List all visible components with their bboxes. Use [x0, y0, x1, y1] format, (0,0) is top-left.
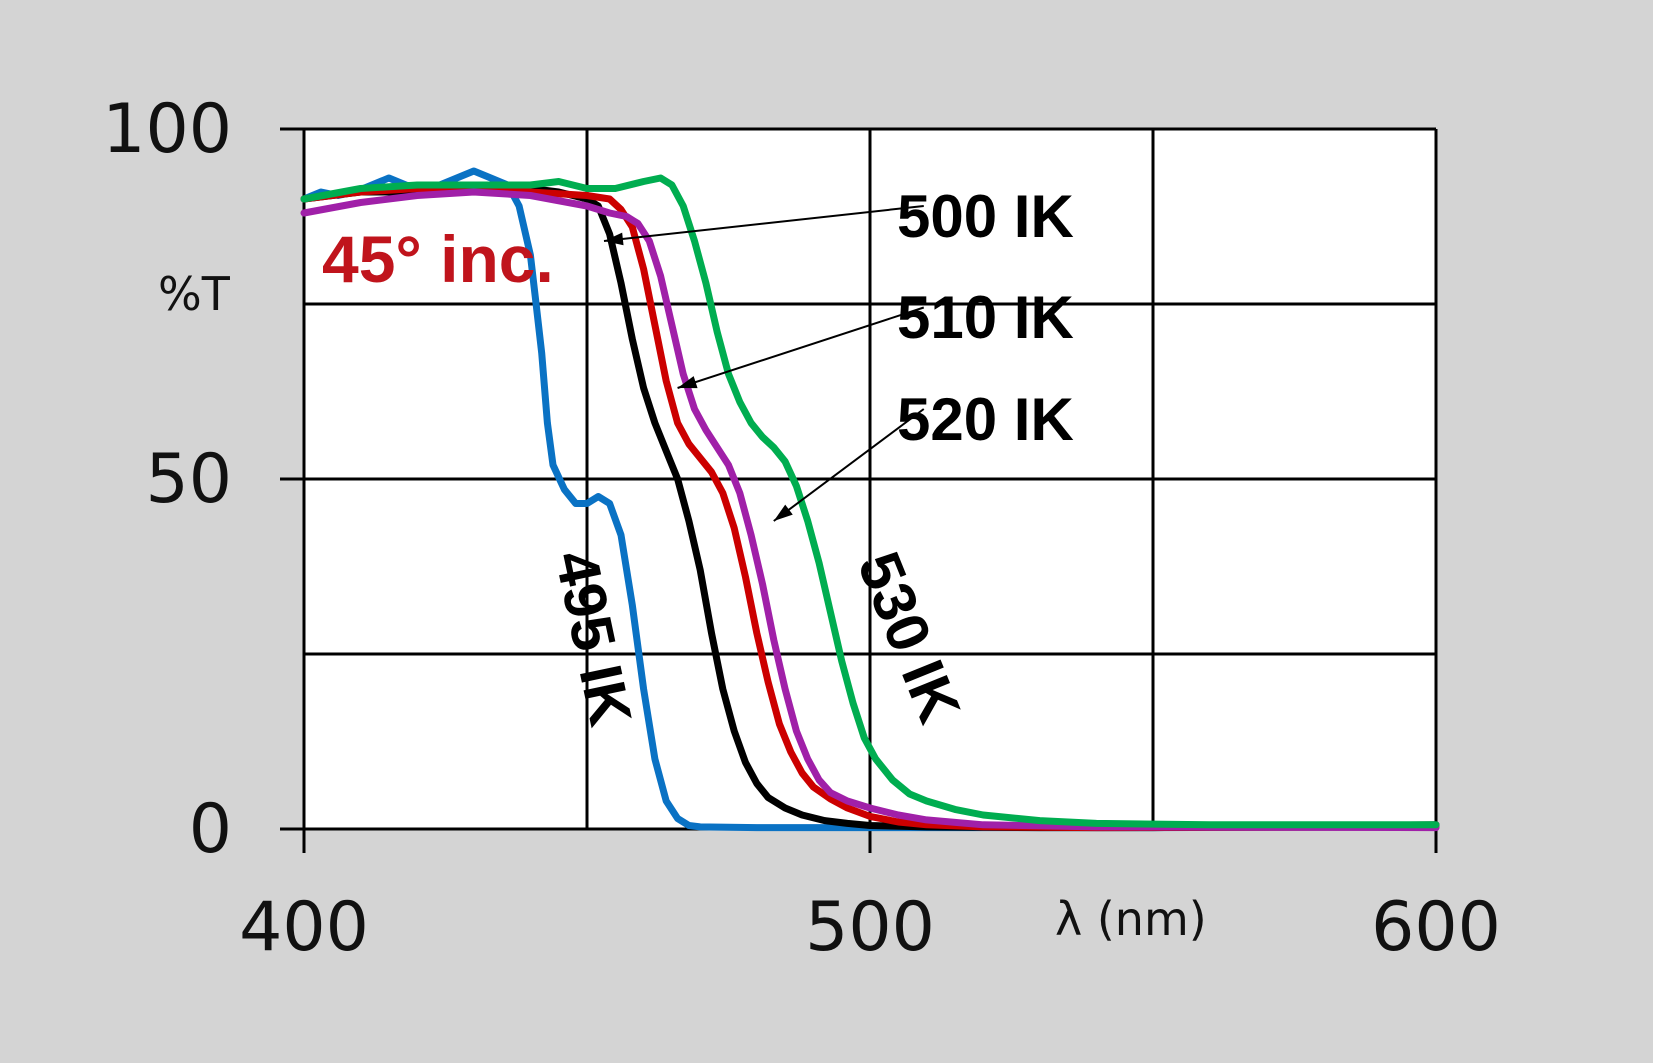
x-tick-label-500: 500 [805, 888, 935, 967]
axis-ticks [280, 127, 1438, 853]
arrow-head-520-ik [773, 504, 793, 521]
series-line-520-ik [300, 188, 1440, 832]
label-510-ik: 510 IK [897, 284, 1074, 351]
arrow-line-510-ik [677, 306, 925, 389]
y-tick-labels: 100 50 0 [102, 90, 232, 869]
series-line-530-ik [300, 174, 1440, 829]
callout-arrows [603, 205, 925, 522]
x-tick-labels: 400 500 600 [239, 888, 1501, 967]
series-curves [300, 167, 1440, 832]
x-tick-label-600: 600 [1371, 888, 1501, 967]
grid [302, 127, 1438, 831]
arrow-line-520-ik [773, 408, 925, 522]
y-axis-title: %T [158, 267, 231, 321]
x-axis-title: λ (nm) [1055, 892, 1207, 946]
y-tick-label-0: 0 [189, 790, 232, 869]
y-tick-label-50: 50 [145, 440, 232, 519]
arrow-head-500-ik [603, 232, 624, 246]
series-line-510-ik [300, 185, 1440, 832]
label-500-ik: 500 IK [897, 183, 1074, 250]
arrow-head-510-ik [677, 376, 698, 389]
x-tick-label-400: 400 [239, 888, 369, 967]
y-tick-label-100: 100 [102, 90, 232, 169]
incidence-annotation: 45° inc. [322, 222, 554, 296]
label-520-ik: 520 IK [897, 386, 1074, 453]
arrow-line-500-ik [603, 205, 924, 242]
